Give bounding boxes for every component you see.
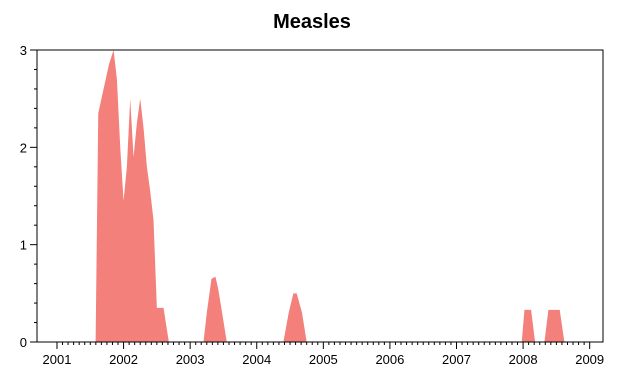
x-tick-label: 2001: [43, 352, 72, 367]
y-tick-label: 1: [20, 238, 27, 253]
y-tick-label: 2: [20, 140, 27, 155]
y-tick-label: 0: [20, 335, 27, 350]
plot-frame: [36, 49, 604, 343]
measles-area-series: [95, 50, 565, 342]
x-tick-label: 2004: [242, 352, 271, 367]
x-tick-label: 2005: [309, 352, 338, 367]
x-tick-label: 2003: [176, 352, 205, 367]
x-tick-label: 2008: [509, 352, 538, 367]
x-tick-label: 2002: [109, 352, 138, 367]
x-tick-label: 2009: [575, 352, 604, 367]
chart-title: Measles: [273, 11, 351, 33]
plot-area: [95, 50, 565, 342]
axes: 2001 2002 2003 2004 2005 2006 2007 2008 2009 0 1 2 3: [20, 43, 604, 367]
x-tick-label: 2006: [375, 352, 404, 367]
x-tick-label: 2007: [442, 352, 471, 367]
y-tick-label: 3: [20, 43, 27, 58]
